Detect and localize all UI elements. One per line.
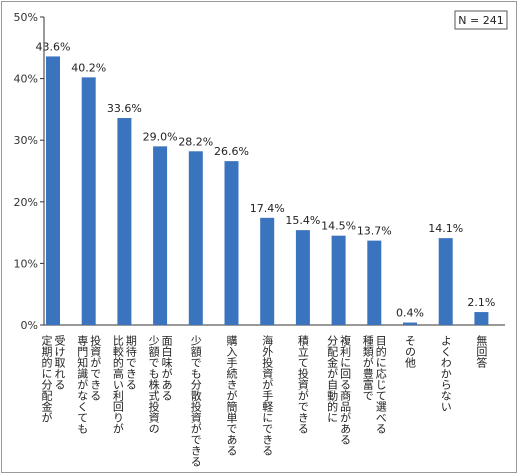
category-label: 海外投資が手軽にできる: [261, 334, 274, 456]
category-label: その他: [404, 335, 417, 368]
category-label-line: 目的に応じて選べる: [374, 335, 387, 434]
bar: [260, 217, 275, 325]
category-label-line: 比較的高い利回りが: [111, 335, 124, 434]
bar-value-label: 2.1%: [467, 296, 495, 309]
bar: [46, 56, 60, 325]
value-labels: 43.6%40.2% 33.6% 29.0% 28.2%26.6% 17.4%15.4%…: [36, 40, 496, 319]
bar-value-label: 33.6%: [107, 102, 142, 115]
category-label-line: 受け取れる: [53, 335, 66, 390]
sample-size-box: N = 241: [454, 10, 508, 30]
bar-value-label: 15.4%: [285, 214, 320, 227]
category-label: 少額でも分散投資ができる: [189, 335, 202, 467]
category-label-line: その他: [404, 335, 417, 368]
bar: [367, 240, 382, 325]
category-label: よくわからない: [439, 335, 452, 412]
bar-value-label: 0.4%: [396, 307, 424, 320]
bar-value-label: 14.1%: [428, 222, 463, 235]
category-label-line: よくわからない: [439, 335, 452, 412]
category-label-line: 複利に回る商品がある: [339, 334, 352, 445]
bar-value-label: 14.5%: [321, 220, 356, 233]
bar: [117, 118, 132, 325]
bar: [224, 161, 239, 325]
bar-value-label: 13.7%: [357, 225, 392, 238]
category-label-line: 購入手続きが簡単である: [225, 334, 238, 456]
category-label: 無回答: [475, 334, 488, 369]
bars: [46, 56, 489, 325]
y-tick-label: 50%: [14, 11, 38, 24]
category-label-line: 少額でも株式投資の: [147, 335, 160, 434]
sample-size-border: [454, 10, 508, 30]
sample-size-label: N = 241: [458, 14, 503, 27]
bar: [188, 151, 203, 325]
category-label-line: 分配金が自動的に: [326, 335, 339, 423]
category-label-line: 少額でも分散投資ができる: [189, 335, 202, 467]
category-label-line: 積立て投資ができる: [296, 334, 309, 434]
bar: [474, 312, 489, 325]
bar: [403, 322, 417, 325]
bar: [153, 146, 168, 325]
y-tick-label: 0%: [21, 319, 38, 332]
y-tick-label: 20%: [14, 196, 38, 209]
category-label: 購入手続きが簡単である: [225, 334, 238, 456]
y-tick-label: 10%: [14, 257, 38, 270]
bar-value-label: 29.0%: [143, 130, 178, 143]
y-tick-label: 30%: [14, 134, 38, 147]
bar-value-label: 40.2%: [71, 61, 106, 74]
category-label-line: 専門知識がなくても: [76, 335, 89, 434]
category-label-line: 海外投資が手軽にできる: [261, 334, 274, 456]
category-label-line: 種類が豊富で: [361, 334, 374, 401]
y-axis: 0% 10% 20% 30% 40% 50%: [14, 11, 505, 332]
category-label: 積立て投資ができる: [296, 334, 309, 434]
bar-value-label: 17.4%: [250, 202, 285, 215]
bar-value-label: 43.6%: [36, 40, 71, 53]
bar: [295, 230, 310, 325]
bar: [438, 238, 453, 325]
category-label-line: 定期的に分配金が: [40, 334, 53, 423]
bar-value-label: 28.2%: [178, 135, 213, 148]
y-tick-label: 40%: [14, 73, 38, 86]
category-label-line: 無回答: [475, 334, 488, 369]
bar: [81, 77, 96, 325]
category-label-line: 期待できる: [124, 335, 137, 390]
category-label-line: 面白味がある: [160, 335, 173, 401]
bar-value-label: 26.6%: [214, 145, 249, 158]
category-label-line: 投資ができる: [89, 334, 102, 401]
bar: [331, 235, 346, 325]
